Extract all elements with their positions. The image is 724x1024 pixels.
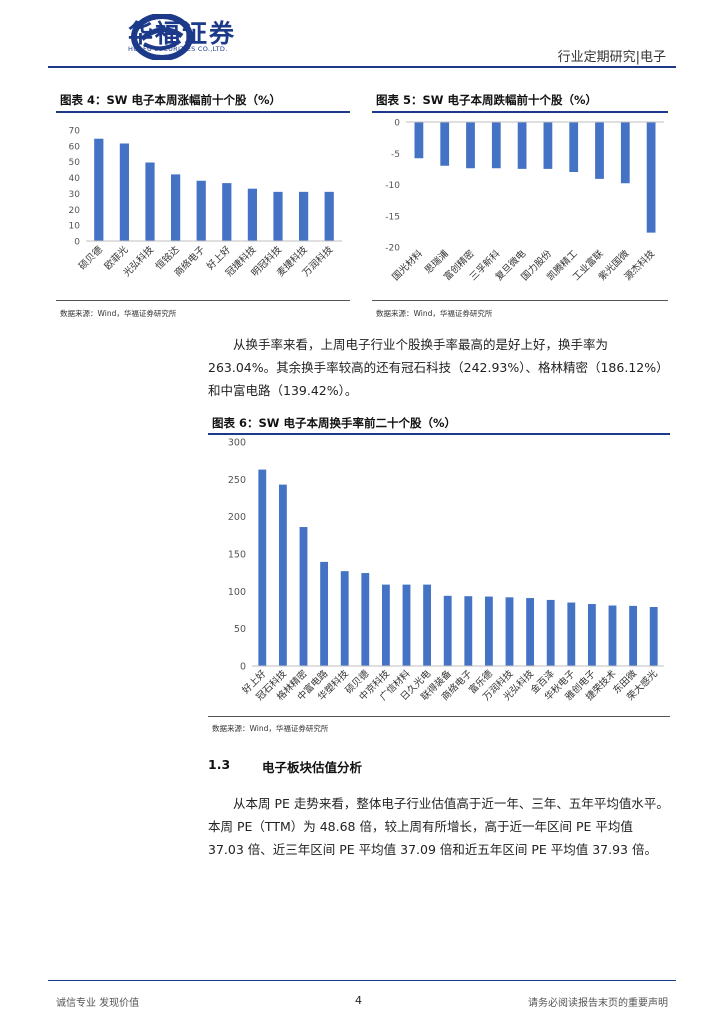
company-name-cn: 华福证券	[128, 19, 237, 48]
y-tick-label: 30	[69, 190, 81, 200]
y-tick-label: 0	[394, 119, 400, 129]
bar	[649, 607, 658, 666]
valuation-paragraph-text: 从本周 PE 走势来看，整体电子行业估值高于近一年、三年、五年平均值水平。本周 …	[208, 796, 669, 857]
figure5-top-rule	[372, 111, 668, 113]
bar	[258, 469, 267, 666]
bar	[620, 122, 630, 184]
bar	[587, 604, 596, 666]
bar	[247, 188, 258, 241]
bar	[145, 162, 155, 241]
y-tick-label: 20	[69, 206, 81, 216]
bar	[381, 584, 390, 666]
turnover-paragraph-text: 从换手率来看，上周电子行业个股换手率最高的是好上好，换手率为 263.04%。其…	[208, 337, 669, 398]
bar	[340, 571, 349, 666]
y-tick-label: 300	[228, 438, 246, 449]
figure4-bottom-rule	[56, 300, 350, 301]
valuation-paragraph: 从本周 PE 走势来看，整体电子行业估值高于近一年、三年、五年平均值水平。本周 …	[208, 792, 670, 861]
y-tick-label: 50	[234, 624, 246, 635]
bar	[361, 573, 370, 666]
y-tick-label: 60	[69, 142, 81, 152]
company-logo	[131, 14, 193, 60]
bar	[491, 122, 501, 169]
bar	[278, 484, 287, 666]
bar	[443, 595, 452, 666]
bar	[526, 598, 535, 666]
bar	[222, 183, 232, 241]
category-label: 硕贝德	[76, 243, 105, 272]
bar	[324, 191, 334, 241]
y-tick-label: 0	[240, 662, 246, 673]
bar	[298, 191, 309, 241]
bar	[402, 584, 411, 666]
bar	[94, 138, 104, 241]
y-tick-label: 150	[228, 550, 246, 561]
figure4-chart: 010203040506070硕贝德欧菲光光弘科技恒铭达商络电子好上好冠捷科技明…	[69, 127, 342, 279]
bar	[629, 605, 638, 666]
section-title: 电子板块估值分析	[262, 760, 363, 775]
figure6-top-rule	[208, 433, 670, 435]
figure5-bottom-rule	[372, 300, 668, 301]
figure6-source: 数据来源：Wind，华福证券研究所	[212, 724, 329, 733]
header-divider	[48, 66, 676, 68]
y-tick-label: -15	[385, 212, 400, 222]
figure6-bottom-rule	[208, 716, 670, 717]
bar	[170, 174, 181, 241]
bar	[608, 605, 617, 666]
y-tick-label: 250	[228, 475, 246, 486]
bar	[273, 191, 283, 241]
bar	[440, 122, 450, 166]
bar	[646, 122, 656, 233]
bar	[414, 122, 424, 159]
figure5-source: 数据来源：Wind，华福证券研究所	[376, 309, 493, 318]
bar	[299, 527, 308, 666]
section-number: 1.3	[208, 757, 231, 772]
footer-slogan: 诚信专业 发现价值	[56, 998, 140, 1009]
y-tick-label: -10	[385, 181, 400, 191]
y-tick-label: 50	[69, 158, 81, 168]
footer-divider	[48, 980, 676, 981]
bar	[464, 596, 473, 666]
bar	[505, 597, 514, 666]
figure4-title: 图表 4：SW 电子本周涨幅前十个股（%）	[60, 93, 281, 107]
figure5-title: 图表 5：SW 电子本周跌幅前十个股（%）	[376, 93, 597, 107]
bar	[320, 561, 329, 666]
y-tick-label: 70	[69, 127, 81, 137]
bar	[546, 599, 555, 666]
y-tick-label: 0	[74, 238, 80, 248]
figure4-top-rule	[56, 111, 350, 113]
y-tick-label: 10	[69, 222, 81, 232]
company-name-en: HUAFU SECURITIES CO.,LTD.	[128, 45, 228, 53]
y-tick-label: -20	[385, 244, 400, 254]
bar	[196, 180, 206, 241]
figure6-title: 图表 6：SW 电子本周换手率前二十个股（%）	[212, 416, 456, 430]
bar	[423, 584, 432, 666]
turnover-paragraph: 从换手率来看，上周电子行业个股换手率最高的是好上好，换手率为 263.04%。其…	[208, 333, 670, 402]
bar	[569, 122, 579, 172]
bar	[484, 596, 493, 666]
figure6-chart: 050100150200250300好上好冠石科技格林精密中富电路华塑科技硕贝德…	[228, 438, 664, 703]
bar	[466, 122, 475, 169]
bar	[517, 122, 527, 169]
y-tick-label: 100	[228, 587, 246, 598]
bar	[543, 122, 553, 169]
y-tick-label: 40	[69, 174, 81, 184]
bar	[595, 122, 604, 179]
figure4-source: 数据来源：Wind，华福证券研究所	[60, 309, 177, 318]
y-tick-label: -5	[391, 150, 400, 160]
report-type: 行业定期研究|电子	[557, 50, 666, 65]
y-tick-label: 200	[228, 512, 246, 523]
bar	[567, 602, 576, 666]
bar	[119, 143, 130, 241]
page-number: 4	[355, 994, 362, 1007]
footer-disclaimer: 请务必阅读报告末页的重要声明	[528, 998, 668, 1009]
figure5-chart: 0-5-10-15-20国光材料思瑞浦富创精密三孚新科复旦微电国力股份凯腾精工工…	[385, 119, 664, 283]
